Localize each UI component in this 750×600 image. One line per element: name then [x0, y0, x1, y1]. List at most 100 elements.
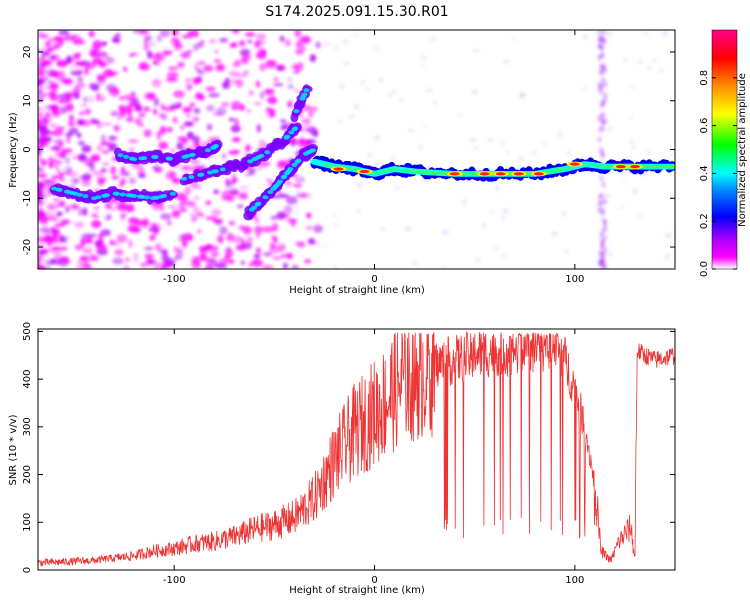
noise-speck: [279, 35, 285, 43]
artefact-speck: [601, 38, 606, 45]
noise-speck: [391, 156, 395, 163]
y-tick-label: 100: [22, 513, 33, 532]
colorbar-tick-label: 0.0: [699, 261, 710, 277]
noise-speck: [255, 33, 267, 40]
noise-speck: [38, 94, 42, 98]
ridge-core: [117, 153, 124, 158]
noise-speck: [248, 166, 256, 174]
noise-speck: [65, 56, 73, 64]
noise-speck: [108, 135, 118, 141]
noise-speck: [228, 187, 240, 194]
ridge-hotspot: [359, 169, 370, 174]
noise-speck: [143, 45, 150, 51]
noise-speck: [306, 212, 312, 219]
noise-speck: [64, 231, 73, 240]
noise-speck: [481, 222, 487, 228]
noise-speck: [44, 187, 49, 197]
noise-speck: [255, 80, 261, 88]
noise-speck: [286, 252, 293, 260]
artefact-speck: [601, 250, 606, 257]
noise-speck: [212, 218, 224, 223]
noise-speck: [184, 186, 191, 196]
noise-speck: [171, 209, 181, 218]
noise-speck: [118, 104, 125, 114]
noise-speck: [442, 265, 447, 269]
noise-speck: [38, 255, 43, 262]
noise-speck: [57, 99, 69, 104]
noise-speck: [116, 234, 128, 243]
noise-speck: [429, 38, 433, 44]
noise-speck: [287, 100, 293, 108]
noise-speck: [203, 64, 214, 72]
noise-speck: [73, 40, 78, 45]
noise-speck: [67, 122, 76, 127]
noise-speck: [42, 253, 50, 263]
ridge-core: [169, 191, 176, 196]
noise-speck: [73, 69, 84, 74]
noise-speck: [286, 218, 298, 223]
noise-speck: [564, 249, 569, 254]
artefact-speck: [597, 136, 602, 143]
noise-speck: [162, 41, 173, 48]
noise-speck: [183, 121, 194, 127]
noise-speck: [173, 246, 179, 253]
noise-speck: [189, 212, 195, 217]
noise-speck: [276, 211, 286, 220]
x-tick-label: 0: [371, 274, 377, 285]
noise-speck: [57, 160, 65, 165]
noise-speck: [228, 220, 235, 226]
noise-speck: [279, 123, 289, 131]
noise-speck: [100, 134, 106, 143]
noise-speck: [192, 225, 204, 231]
noise-speck: [189, 102, 196, 108]
snr-panel: -100 0 100 0 100 200 300 400 500 Height of stra…: [8, 322, 676, 596]
noise-speck: [265, 201, 273, 208]
noise-speck: [204, 243, 214, 249]
x-tick-label: 100: [565, 274, 584, 285]
noise-speck: [426, 88, 434, 92]
noise-speck: [92, 57, 104, 66]
noise-speck: [295, 40, 303, 49]
noise-speck: [201, 30, 211, 38]
noise-speck: [100, 168, 108, 173]
spectrogram-y-ticks: -20 -10 0 10 20: [22, 46, 675, 255]
noise-speck: [192, 206, 200, 212]
noise-speck: [154, 243, 162, 251]
noise-speck: [75, 265, 88, 269]
noise-speck: [494, 245, 499, 250]
artefact-speck: [600, 52, 605, 59]
noise-speck: [96, 103, 104, 109]
noise-speck: [38, 202, 44, 207]
noise-speck: [52, 129, 64, 137]
noise-speck: [240, 191, 248, 200]
noise-speck: [54, 223, 65, 227]
noise-speck: [90, 154, 101, 162]
noise-speck: [41, 141, 47, 148]
noise-speck: [49, 123, 58, 129]
noise-speck: [606, 31, 612, 37]
noise-speck: [59, 256, 69, 263]
noise-speck: [177, 61, 185, 68]
noise-speck: [256, 186, 261, 195]
noise-speck: [38, 68, 46, 77]
noise-speck: [84, 67, 89, 75]
noise-speck: [111, 175, 119, 180]
noise-speck: [239, 104, 245, 111]
ridge-core: [131, 193, 138, 198]
noise-speck: [532, 150, 537, 155]
noise-speck: [582, 86, 588, 91]
noise-speck: [135, 204, 144, 213]
noise-speck: [51, 45, 57, 52]
noise-speck: [276, 160, 286, 169]
noise-speck: [253, 101, 262, 106]
noise-speck: [143, 129, 152, 138]
ridge-core: [166, 156, 173, 161]
noise-speck: [89, 49, 98, 58]
noise-speck: [128, 177, 137, 185]
noise-speck: [109, 45, 115, 52]
noise-speck: [240, 186, 252, 192]
noise-speck: [38, 56, 46, 64]
noise-speck: [87, 254, 98, 262]
noise-speck: [272, 83, 284, 87]
noise-speck: [191, 261, 202, 269]
